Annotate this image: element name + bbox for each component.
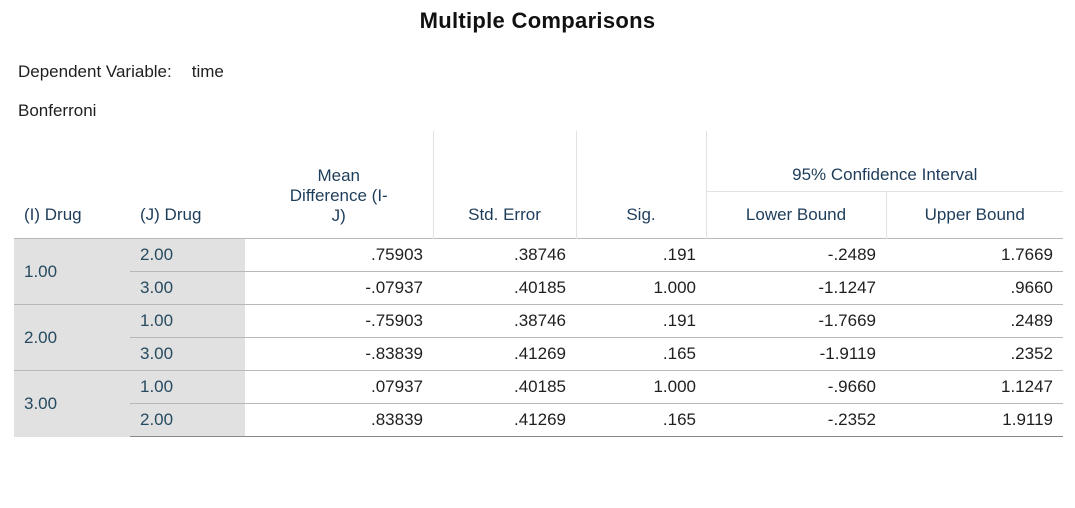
cell-mean-difference: -.75903 (245, 304, 433, 338)
row-i-drug: 2.00 (14, 304, 130, 371)
table-row: 3.00 -.83839 .41269 .165 -1.9119 .2352 (14, 337, 1063, 371)
cell-std-error: .41269 (433, 403, 576, 437)
cell-lower-bound: -.2489 (706, 238, 886, 272)
cell-upper-bound: 1.1247 (886, 370, 1063, 404)
dependent-variable-value: time (191, 62, 224, 81)
header-lower-bound: Lower Bound (705, 191, 886, 239)
row-j-drug: 3.00 (130, 271, 245, 305)
cell-upper-bound: .2352 (886, 337, 1063, 371)
header-upper-bound: Upper Bound (885, 191, 1063, 239)
cell-std-error: .40185 (433, 271, 576, 305)
header-mean-difference-line3: J) (331, 206, 346, 225)
header-confidence-interval: 95% Confidence Interval (705, 131, 1063, 192)
cell-sig: .165 (576, 403, 706, 437)
header-sig-top (575, 131, 706, 192)
cell-mean-difference: .75903 (245, 238, 433, 272)
row-j-drug: 2.00 (130, 403, 245, 437)
cell-sig: 1.000 (576, 370, 706, 404)
table-row: 2.00 .83839 .41269 .165 -.2352 1.9119 (14, 403, 1063, 437)
header-sig: Sig. (575, 191, 706, 239)
row-j-drug: 2.00 (130, 238, 245, 272)
corner-header-i (14, 131, 130, 192)
row-j-drug: 3.00 (130, 337, 245, 371)
cell-upper-bound: 1.7669 (886, 238, 1063, 272)
header-i-drug: (I) Drug (24, 204, 82, 224)
row-j-drug: 1.00 (130, 370, 245, 404)
cell-sig: .191 (576, 238, 706, 272)
cell-upper-bound: 1.9119 (886, 403, 1063, 437)
header-mean-difference-line2: Difference (I- (289, 186, 388, 205)
dependent-variable-label: Dependent Variable: (18, 62, 172, 81)
cell-sig: 1.000 (576, 271, 706, 305)
cell-lower-bound: -.2352 (706, 403, 886, 437)
cell-mean-difference: .07937 (245, 370, 433, 404)
table-row: 3.00 -.07937 .40185 1.000 -1.1247 .9660 (14, 271, 1063, 305)
cell-upper-bound: .2489 (886, 304, 1063, 338)
cell-mean-difference: -.83839 (245, 337, 433, 371)
row-i-drug: 3.00 (14, 370, 130, 437)
cell-sig: .165 (576, 337, 706, 371)
header-std-error-top (432, 131, 576, 192)
corner-header-j (130, 131, 245, 192)
cell-lower-bound: -1.7669 (706, 304, 886, 338)
header-mean-difference: Mean Difference (I- J) (245, 131, 433, 239)
cell-lower-bound: -1.9119 (706, 337, 886, 371)
row-j-drug: 1.00 (130, 304, 245, 338)
cell-sig: .191 (576, 304, 706, 338)
cell-std-error: .40185 (433, 370, 576, 404)
cell-std-error: .38746 (433, 238, 576, 272)
header-j-drug: (J) Drug (140, 204, 202, 224)
table-title: Multiple Comparisons (419, 8, 656, 33)
cell-std-error: .38746 (433, 304, 576, 338)
correction-method: Bonferroni (18, 101, 97, 120)
table-row: 1.00 2.00 .75903 .38746 .191 -.2489 1.76… (14, 238, 1063, 305)
table-row: 3.00 1.00 .07937 .40185 1.000 -.9660 1.1… (14, 370, 1063, 437)
cell-lower-bound: -.9660 (706, 370, 886, 404)
header-std-error: Std. Error (432, 191, 576, 239)
header-mean-difference-line1: Mean (317, 166, 361, 185)
cell-upper-bound: .9660 (886, 271, 1063, 305)
table-row: 2.00 1.00 -.75903 .38746 .191 -1.7669 .2… (14, 304, 1063, 371)
cell-mean-difference: -.07937 (245, 271, 433, 305)
cell-lower-bound: -1.1247 (706, 271, 886, 305)
dependent-variable-line: Dependent Variable: time (18, 62, 224, 82)
cell-mean-difference: .83839 (245, 403, 433, 437)
multiple-comparisons-table: Mean Difference (I- J) 95% Confidence In… (14, 131, 1063, 437)
row-i-drug: 1.00 (14, 238, 130, 305)
cell-std-error: .41269 (433, 337, 576, 371)
